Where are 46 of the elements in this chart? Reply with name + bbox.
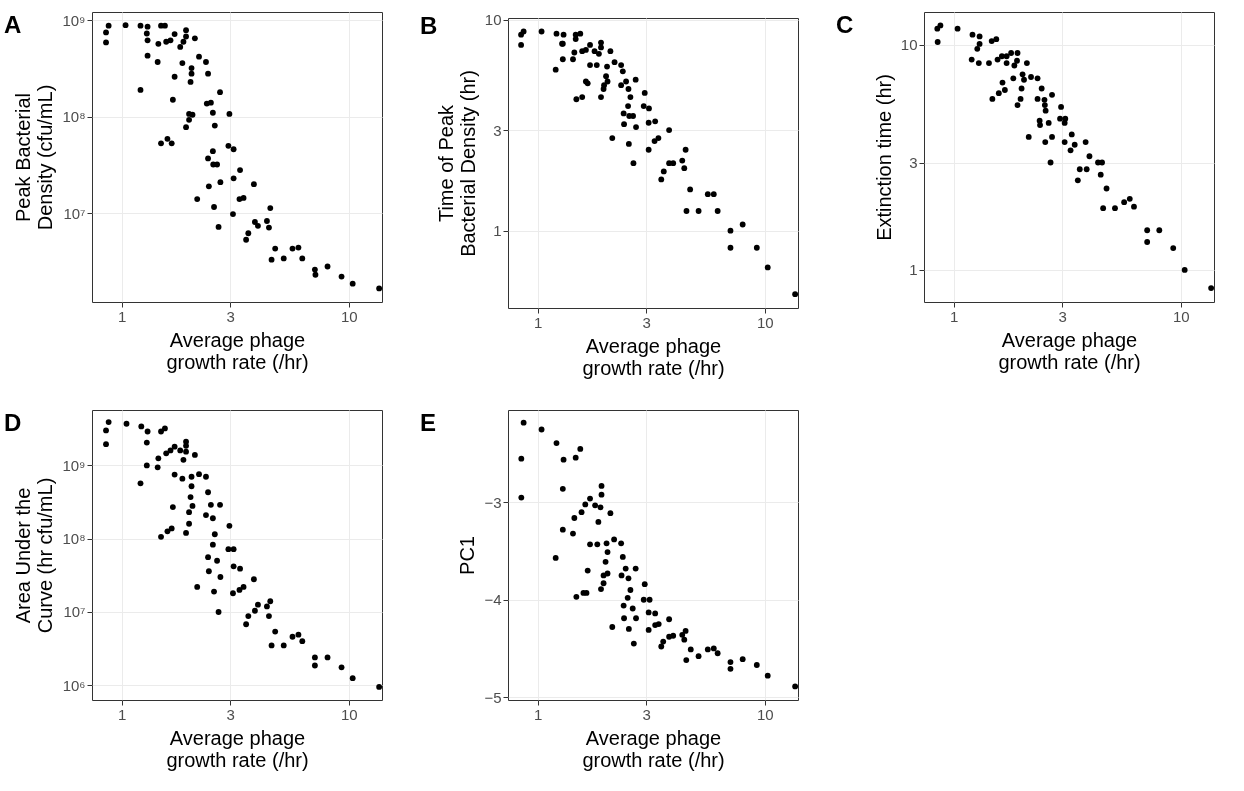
- chart-title: A: [4, 11, 22, 38]
- chart-title: B: [420, 11, 438, 39]
- y-tick-label: 10: [900, 36, 918, 54]
- x-tick-label: 3: [226, 705, 235, 723]
- x-tick-label: 3: [226, 307, 235, 325]
- y-axis-title: Area Under the Curve (hr cfu/mL): [12, 477, 57, 634]
- x-tick-label: 1: [950, 307, 959, 325]
- y-tick-label: 10⁷: [63, 204, 86, 222]
- chart-title: D: [4, 409, 22, 436]
- y-axis-title: PC1: [456, 536, 479, 575]
- x-tick-label: 1: [534, 313, 543, 331]
- x-tick-label: 3: [642, 313, 651, 331]
- y-tick-label: −5: [484, 688, 502, 706]
- x-tick-label: 1: [118, 307, 127, 325]
- x-tick-label: 1: [534, 705, 543, 723]
- x-axis-title: Average phage growth rate (/hr): [166, 726, 309, 771]
- x-axis-title: Average phage growth rate (/hr): [166, 328, 309, 373]
- x-axis-title: Average phage growth rate (/hr): [998, 328, 1141, 373]
- x-tick-label: 10: [340, 705, 358, 723]
- y-axis-title: Peak Bacterial Density (cfu/mL): [12, 84, 57, 231]
- x-tick-label: 1: [118, 705, 127, 723]
- y-tick-label: 1: [493, 222, 502, 240]
- y-tick-label: 10⁸: [62, 530, 86, 548]
- x-tick-label: 10: [1172, 307, 1190, 325]
- x-axis-title: Average phage growth rate (/hr): [582, 334, 725, 379]
- chart-title: C: [836, 11, 854, 38]
- y-tick-label: 10⁶: [62, 676, 86, 694]
- x-axis-title: Average phage growth rate (/hr): [582, 726, 725, 771]
- y-tick-label: −3: [484, 493, 502, 511]
- y-tick-label: 10⁷: [63, 603, 86, 621]
- y-tick-label: −4: [484, 591, 502, 609]
- x-tick-label: 10: [756, 705, 774, 723]
- x-tick-label: 3: [642, 705, 651, 723]
- x-tick-label: 10: [756, 313, 774, 331]
- y-tick-label: 1: [909, 261, 918, 279]
- chart-title: E: [420, 409, 437, 436]
- y-tick-label: 10: [484, 11, 502, 29]
- x-tick-label: 10: [340, 307, 358, 325]
- y-tick-label: 10⁸: [62, 108, 86, 126]
- y-axis-title: Extinction time (hr): [872, 74, 895, 241]
- y-tick-label: 10⁹: [62, 456, 86, 474]
- y-tick-label: 3: [493, 121, 502, 139]
- y-tick-label: 10⁹: [62, 11, 86, 29]
- y-axis-title: Time of Peak Bacterial Density (hr): [434, 70, 479, 257]
- y-tick-label: 3: [909, 154, 918, 172]
- x-tick-label: 3: [1058, 307, 1067, 325]
